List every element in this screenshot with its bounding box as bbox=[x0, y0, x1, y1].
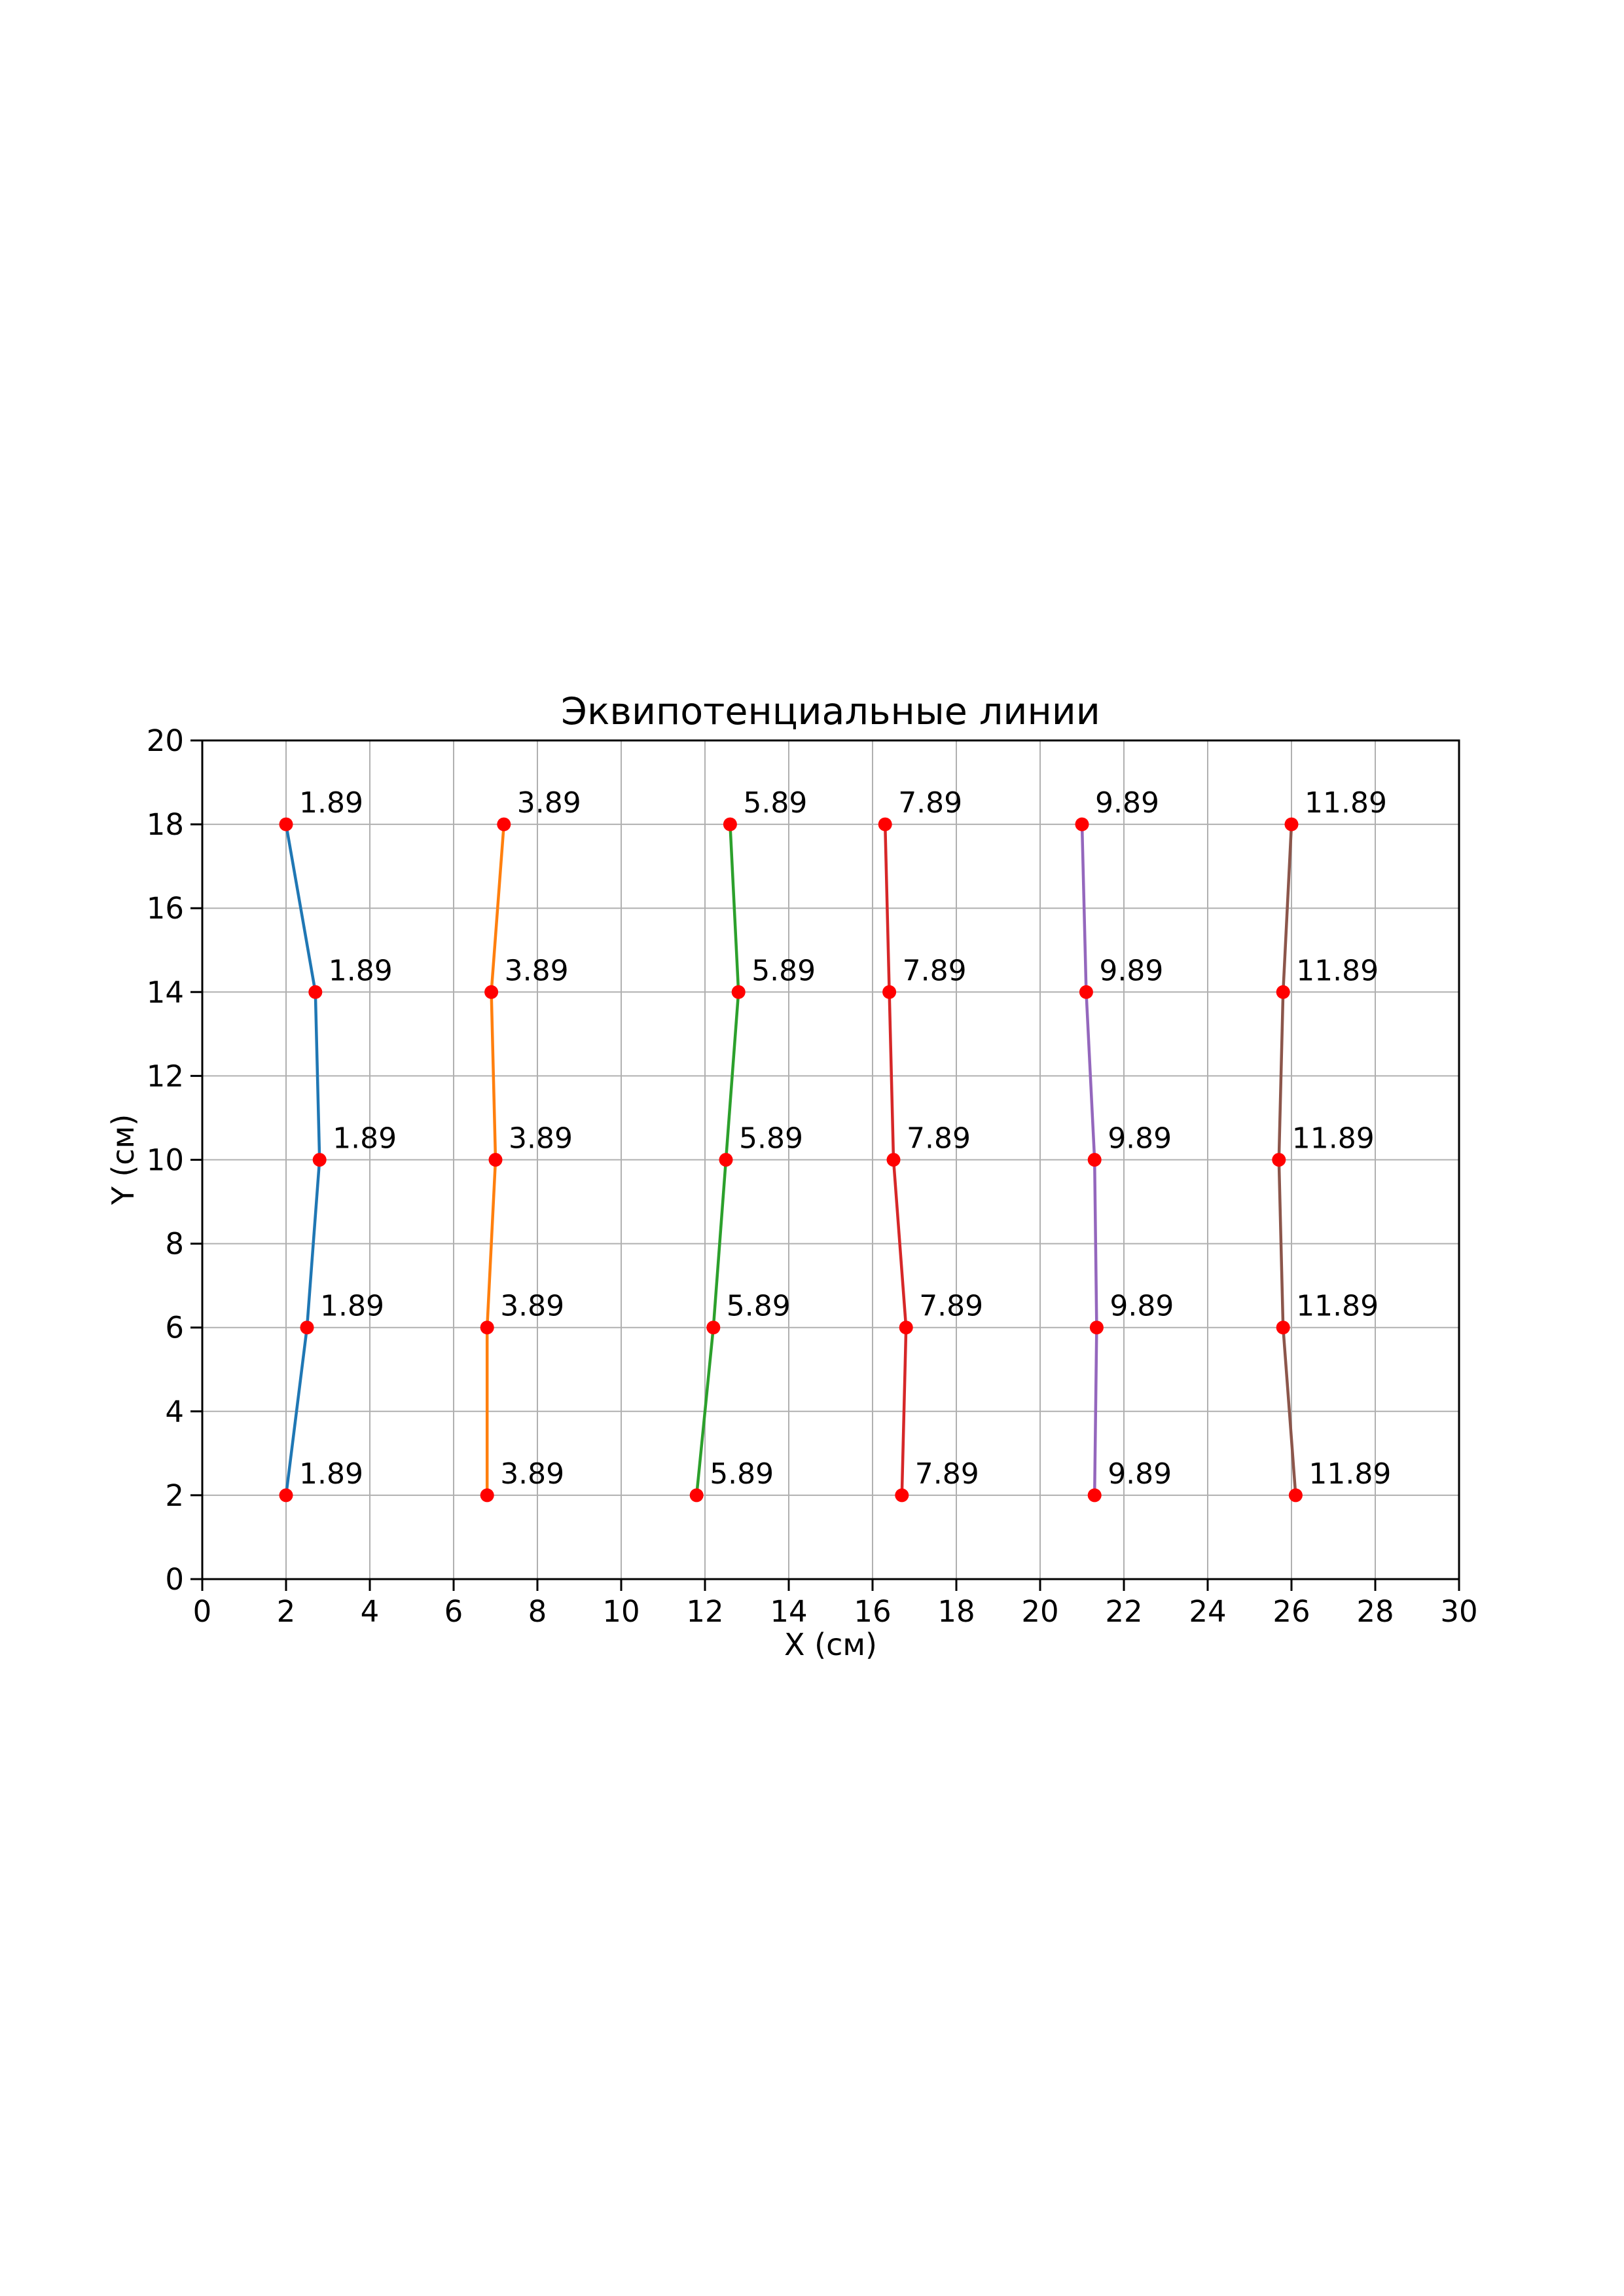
data-point-marker bbox=[1284, 817, 1299, 831]
x-tick-label: 4 bbox=[361, 1594, 380, 1629]
annotation-layer: 1.89 1.89 1.89 1.89 1.89 3.89 3.89 3.89 3.89 3.89… bbox=[299, 786, 1391, 1491]
y-tick-label: 20 bbox=[147, 723, 184, 758]
point-value-label: 1.89 bbox=[329, 954, 393, 987]
point-value-label: 7.89 bbox=[898, 786, 962, 820]
x-tick-label: 22 bbox=[1105, 1594, 1142, 1629]
point-value-label: 3.89 bbox=[505, 954, 569, 987]
chart-title: Эквипотенциальные линии bbox=[561, 690, 1100, 733]
point-value-label: 5.89 bbox=[710, 1457, 774, 1491]
data-point-marker bbox=[1075, 817, 1089, 831]
point-value-label: 7.89 bbox=[907, 1122, 971, 1156]
x-tick-label: 8 bbox=[528, 1594, 547, 1629]
x-tick-label: 0 bbox=[193, 1594, 212, 1629]
point-value-label: 1.89 bbox=[299, 786, 363, 820]
y-tick-label: 2 bbox=[165, 1478, 184, 1513]
point-value-label: 11.89 bbox=[1308, 1457, 1391, 1491]
y-axis-label: Y (см) bbox=[105, 1114, 141, 1206]
point-value-label: 1.89 bbox=[320, 1290, 384, 1323]
data-point-marker bbox=[1079, 985, 1093, 999]
point-value-label: 5.89 bbox=[727, 1290, 791, 1323]
point-value-label: 11.89 bbox=[1296, 954, 1379, 987]
point-value-label: 1.89 bbox=[333, 1122, 397, 1156]
point-value-label: 9.89 bbox=[1095, 786, 1159, 820]
x-tick-label: 6 bbox=[444, 1594, 463, 1629]
point-value-label: 7.89 bbox=[919, 1290, 983, 1323]
data-point-marker bbox=[480, 1321, 494, 1335]
x-tick-label: 30 bbox=[1440, 1594, 1477, 1629]
point-value-label: 5.89 bbox=[751, 954, 816, 987]
y-tick-label: 16 bbox=[147, 891, 184, 926]
marker-layer bbox=[279, 817, 1303, 1503]
data-point-marker bbox=[878, 817, 892, 831]
x-tick-label: 12 bbox=[686, 1594, 723, 1629]
data-point-marker bbox=[886, 1153, 901, 1167]
x-tick-label: 28 bbox=[1356, 1594, 1394, 1629]
x-tick-label: 18 bbox=[937, 1594, 975, 1629]
data-point-marker bbox=[723, 817, 737, 831]
data-point-marker bbox=[1087, 1488, 1102, 1503]
point-value-label: 3.89 bbox=[500, 1457, 564, 1491]
data-point-marker bbox=[1276, 985, 1290, 999]
y-tick-label: 6 bbox=[165, 1311, 184, 1345]
data-point-marker bbox=[279, 1488, 293, 1503]
x-tick-label: 16 bbox=[854, 1594, 891, 1629]
axes-layer bbox=[190, 739, 1460, 1591]
point-value-label: 11.89 bbox=[1296, 1290, 1379, 1323]
y-tick-label: 4 bbox=[165, 1394, 184, 1429]
point-value-label: 3.89 bbox=[517, 786, 581, 820]
y-tick-label: 18 bbox=[147, 807, 184, 842]
y-tick-label: 0 bbox=[165, 1562, 184, 1597]
y-tick-label: 8 bbox=[165, 1227, 184, 1262]
x-tick-label: 14 bbox=[770, 1594, 807, 1629]
x-axis-label: X (см) bbox=[784, 1627, 877, 1662]
data-point-marker bbox=[488, 1153, 503, 1167]
data-point-marker bbox=[882, 985, 897, 999]
data-point-marker bbox=[300, 1321, 314, 1335]
data-point-marker bbox=[1089, 1321, 1104, 1335]
y-tick-label: 10 bbox=[147, 1143, 184, 1178]
point-value-label: 11.89 bbox=[1305, 786, 1387, 820]
x-tick-label: 24 bbox=[1189, 1594, 1226, 1629]
data-point-marker bbox=[312, 1153, 327, 1167]
point-value-label: 5.89 bbox=[743, 786, 807, 820]
data-point-marker bbox=[497, 817, 511, 831]
x-tick-label: 10 bbox=[602, 1594, 640, 1629]
data-point-marker bbox=[719, 1153, 733, 1167]
data-point-marker bbox=[480, 1488, 494, 1503]
data-point-marker bbox=[689, 1488, 704, 1503]
data-point-marker bbox=[1272, 1153, 1286, 1167]
point-value-label: 3.89 bbox=[500, 1290, 564, 1323]
point-value-label: 9.89 bbox=[1108, 1457, 1172, 1491]
data-point-marker bbox=[1288, 1488, 1303, 1503]
y-tick-label: 14 bbox=[147, 975, 184, 1010]
point-value-label: 3.89 bbox=[509, 1122, 573, 1156]
point-value-label: 7.89 bbox=[903, 954, 967, 987]
data-point-marker bbox=[484, 985, 499, 999]
data-point-marker bbox=[308, 985, 323, 999]
x-tick-label: 20 bbox=[1021, 1594, 1058, 1629]
data-point-marker bbox=[899, 1321, 913, 1335]
data-point-marker bbox=[1087, 1153, 1102, 1167]
point-value-label: 11.89 bbox=[1292, 1122, 1375, 1156]
data-point-marker bbox=[706, 1321, 721, 1335]
point-value-label: 9.89 bbox=[1108, 1122, 1172, 1156]
data-point-marker bbox=[731, 985, 746, 999]
x-tick-label: 26 bbox=[1272, 1594, 1310, 1629]
grid-layer bbox=[202, 740, 1459, 1579]
data-point-marker bbox=[895, 1488, 909, 1503]
x-tick-label: 2 bbox=[277, 1594, 296, 1629]
point-value-label: 1.89 bbox=[299, 1457, 363, 1491]
point-value-label: 9.89 bbox=[1110, 1290, 1174, 1323]
data-point-marker bbox=[279, 817, 293, 831]
data-point-marker bbox=[1276, 1321, 1290, 1335]
y-tick-label: 12 bbox=[147, 1059, 184, 1093]
tick-label-layer: 0 2 4 6 8 10 12 14 16 18 20 22 24 26 28 300246810121416… bbox=[147, 723, 1478, 1629]
point-value-label: 9.89 bbox=[1099, 954, 1163, 987]
point-value-label: 5.89 bbox=[739, 1122, 803, 1156]
point-value-label: 7.89 bbox=[915, 1457, 979, 1491]
